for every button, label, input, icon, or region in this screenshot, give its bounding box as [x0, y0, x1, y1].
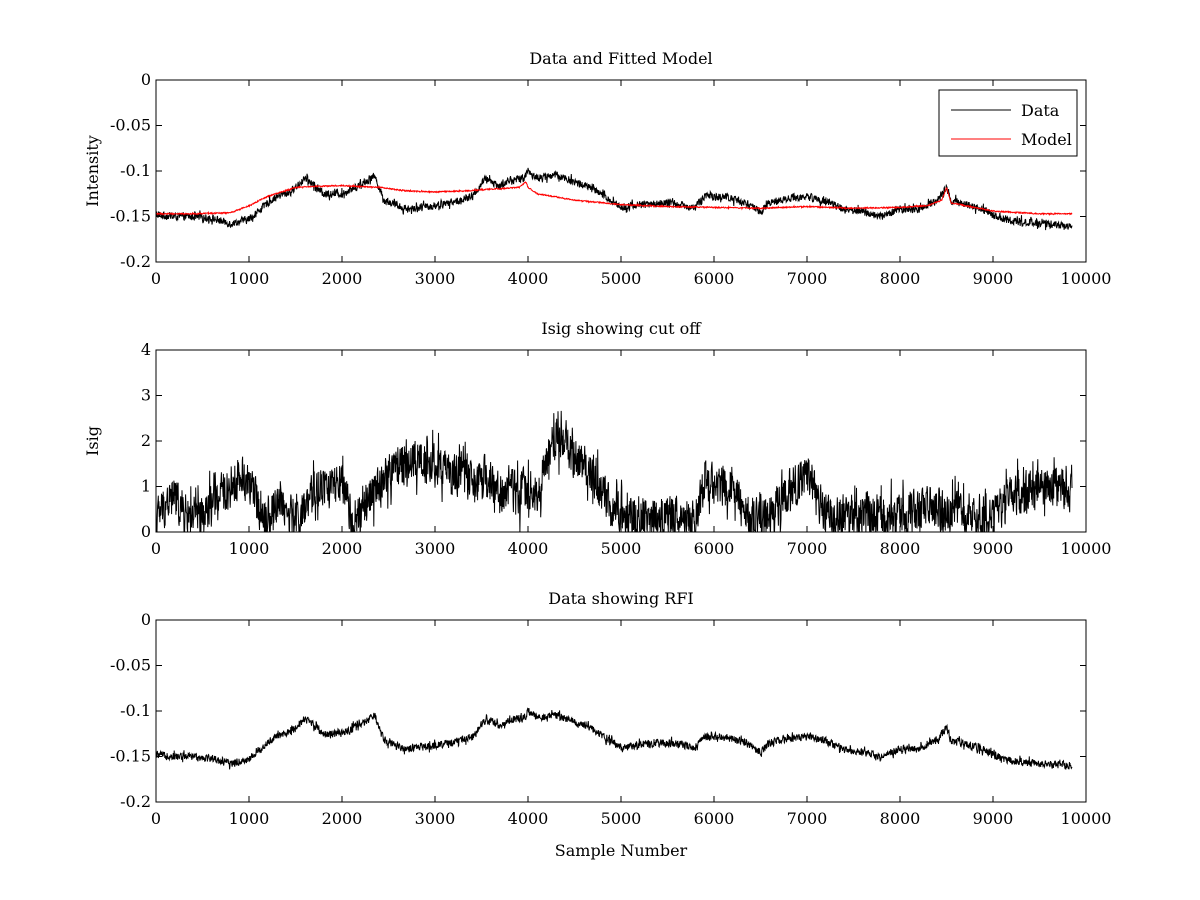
x-tick-label: 8000: [880, 539, 921, 558]
x-tick-label: 7000: [787, 809, 828, 828]
x-tick-label: 10000: [1061, 809, 1112, 828]
axes-frame: [155, 619, 1087, 803]
y-tick-label: 1: [141, 477, 151, 496]
subplot-1: 0 1000 2000 3000 4000 5000 6000 7000 8000 9000 100…: [83, 49, 1111, 288]
x-tick-label: 5000: [601, 269, 642, 288]
x-tick-label: 5000: [601, 809, 642, 828]
y-axis-label: Intensity: [83, 135, 102, 207]
x-tick-label: 0: [151, 809, 161, 828]
series-line-model: [156, 181, 1073, 217]
y-tick-label: 0: [141, 610, 151, 629]
x-tick-label: 2000: [322, 539, 363, 558]
legend: Data Model: [938, 89, 1078, 157]
x-tick-label: 6000: [694, 809, 735, 828]
x-tick-label: 4000: [508, 269, 549, 288]
y-tick-label: -0.05: [110, 116, 151, 135]
x-tick-label: 10000: [1061, 539, 1112, 558]
x-tick-label: 1000: [229, 269, 270, 288]
x-tick-label: 1000: [229, 539, 270, 558]
x-tick-label: 3000: [415, 269, 456, 288]
y-tick-label: 0: [141, 70, 151, 89]
subplot-3: 0 1000 2000 3000 4000 5000 6000 7000 8000 9000 100…: [110, 589, 1111, 860]
legend-box: [938, 89, 1078, 157]
x-tick-label: 0: [151, 269, 161, 288]
x-tick-label: 3000: [415, 809, 456, 828]
y-tick-label: -0.2: [120, 792, 151, 811]
y-tick-label: 4: [141, 340, 151, 359]
subplot-2: 0 1000 2000 3000 4000 5000 6000 7000 8000 9000 100…: [83, 319, 1111, 558]
x-tick-label: 1000: [229, 809, 270, 828]
x-tick-label: 7000: [787, 269, 828, 288]
x-tick-label: 10000: [1061, 269, 1112, 288]
x-tick-label: 7000: [787, 539, 828, 558]
x-tick-label: 9000: [973, 809, 1014, 828]
legend-label-model: Model: [1021, 130, 1072, 149]
x-tick-label: 8000: [880, 269, 921, 288]
x-tick-label: 6000: [694, 539, 735, 558]
x-tick-label: 3000: [415, 539, 456, 558]
y-tick-label: -0.1: [120, 701, 151, 720]
x-axis-label: Sample Number: [555, 841, 688, 860]
legend-label-data: Data: [1021, 101, 1060, 120]
x-tick-label: 4000: [508, 539, 549, 558]
chart-title: Data showing RFI: [548, 589, 693, 608]
y-axis-label: Isig: [83, 426, 102, 456]
x-tick-label: 6000: [694, 269, 735, 288]
x-tick-label: 2000: [322, 809, 363, 828]
y-tick-label: -0.05: [110, 656, 151, 675]
series-line-data: [156, 167, 1073, 231]
y-tick-label: -0.1: [120, 161, 151, 180]
x-tick-label: 2000: [322, 269, 363, 288]
chart-title: Data and Fitted Model: [529, 49, 712, 68]
x-tick-label: 4000: [508, 809, 549, 828]
x-tick-label: 9000: [973, 539, 1014, 558]
y-tick-label: -0.2: [120, 252, 151, 271]
x-tick-label: 5000: [601, 539, 642, 558]
y-tick-label: 0: [141, 522, 151, 541]
series-line-isig: [156, 410, 1073, 532]
series-line-data: [156, 707, 1073, 771]
x-tick-label: 0: [151, 539, 161, 558]
y-tick-label: -0.15: [110, 207, 151, 226]
y-tick-label: 3: [141, 386, 151, 405]
chart-title: Isig showing cut off: [541, 319, 702, 338]
y-tick-label: 2: [141, 431, 151, 450]
x-tick-label: 9000: [973, 269, 1014, 288]
y-tick-label: -0.15: [110, 747, 151, 766]
x-tick-label: 8000: [880, 809, 921, 828]
